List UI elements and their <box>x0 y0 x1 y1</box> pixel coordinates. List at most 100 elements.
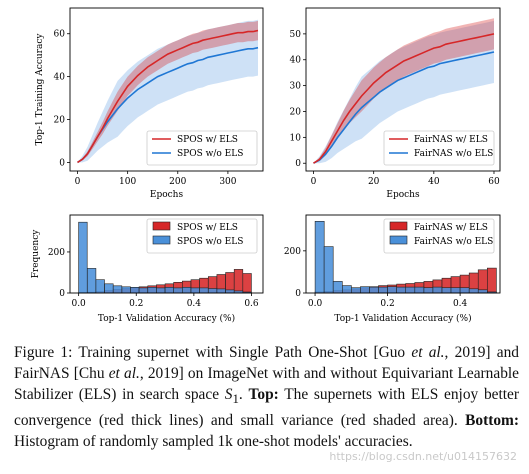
x-axis-label: Top-1 Validation Accuracy (%) <box>98 313 235 324</box>
histogram-bar <box>477 289 488 294</box>
histogram-bar <box>450 287 461 294</box>
x-tick-label: 0 <box>75 177 81 187</box>
legend: FairNAS w/ ELS FairNAS w/o ELS <box>383 218 495 254</box>
y-tick-label: 60 <box>54 30 66 40</box>
y-tick-label: 20 <box>290 107 302 117</box>
x-tick-label: 100 <box>119 177 136 187</box>
histogram-bar <box>147 286 157 294</box>
histogram-bar <box>156 287 166 294</box>
y-tick-label: 0 <box>295 289 301 299</box>
legend-box <box>383 130 495 166</box>
histogram-bar <box>341 285 352 294</box>
histogram-bar <box>216 288 226 294</box>
x-axis-label: Epochs <box>150 190 184 200</box>
caption-text-2: , 2019] and FairNAS [Chu <box>14 344 519 382</box>
legend-box <box>146 218 258 254</box>
legend-label: FairNAS w/ ELS <box>414 135 488 145</box>
histogram-bar <box>190 287 200 294</box>
y-tick-label: 20 <box>54 116 66 126</box>
caption-etal-2: et al. <box>108 365 140 382</box>
x-tick-label: 0.2 <box>129 299 143 309</box>
legend-label: FairNAS w/o ELS <box>414 149 493 159</box>
y-tick-label: 200 <box>48 248 65 258</box>
figure-caption: Figure 1: Training supernet with Single … <box>14 342 519 452</box>
caption-text-6: Histogram of randomly sampled 1k one-sho… <box>14 433 413 451</box>
legend-swatch <box>389 221 408 231</box>
histogram-bar <box>432 286 443 294</box>
x-tick-label: 0.0 <box>71 299 86 309</box>
histogram-bar <box>414 286 425 294</box>
legend-label: SPOS w/o ELS <box>177 237 243 247</box>
x-tick-label: 0.2 <box>380 299 394 309</box>
legend-label: FairNAS w/o ELS <box>414 237 493 247</box>
x-axis-label: Top-1 Validation Accuracy (%) <box>334 313 471 324</box>
axes-frame <box>69 7 264 172</box>
legend: FairNAS w/ ELS FairNAS w/o ELS <box>383 130 495 166</box>
legend-label: FairNAS w/ ELS <box>414 223 488 233</box>
series-line <box>313 33 495 164</box>
caption-text-5: The supernets with ELS enjoy better conv… <box>14 386 519 430</box>
x-tick-label: 40 <box>428 177 440 187</box>
histogram-bar <box>323 246 334 294</box>
legend-box <box>383 218 495 254</box>
histogram-bar <box>138 287 149 294</box>
axes-frame <box>305 7 501 172</box>
histogram-bar <box>314 221 325 294</box>
histogram-bar <box>242 273 252 294</box>
x-axis-label: Epochs <box>386 190 420 200</box>
x-tick-label: 0.6 <box>244 299 259 309</box>
axes-frame <box>305 214 501 294</box>
y-tick-label: 40 <box>290 56 302 66</box>
histogram-bar <box>468 288 479 294</box>
histogram-bar <box>208 288 218 294</box>
caption-label: Figure 1: <box>14 344 73 361</box>
legend-label: SPOS w/o ELS <box>177 149 243 159</box>
histogram-bar <box>164 286 175 294</box>
y-tick-label: 50 <box>290 30 302 40</box>
histogram-bar <box>441 287 452 294</box>
histogram-bar <box>378 286 388 294</box>
caption-text-4: . <box>238 386 249 403</box>
x-tick-label: 0.4 <box>187 299 202 309</box>
legend-box <box>146 130 258 166</box>
histogram-bar <box>173 287 183 294</box>
caption-space-symbol: S <box>224 386 233 403</box>
histogram-bar <box>78 221 88 294</box>
histogram-bar <box>369 286 379 294</box>
legend-label: SPOS w/ ELS <box>177 135 238 145</box>
caption-text-1: Training supernet with Single Path One-S… <box>72 344 412 361</box>
x-tick-label: 0.4 <box>453 299 468 309</box>
histogram-bar <box>405 286 416 294</box>
variance-band <box>313 18 494 164</box>
y-tick-label: 0 <box>59 289 65 299</box>
x-tick-label: 60 <box>488 177 500 187</box>
y-axis-label: Top-1 Training Accuracy <box>35 33 45 146</box>
histogram-bar <box>225 289 235 294</box>
histogram-bar <box>233 269 244 294</box>
histogram-bar <box>121 286 131 294</box>
histogram-bar <box>423 287 434 294</box>
legend: SPOS w/ ELS SPOS w/o ELS <box>146 218 258 254</box>
histogram-bar <box>486 267 497 294</box>
variance-band <box>77 19 258 163</box>
axes-frame <box>69 214 264 294</box>
x-tick-label: 200 <box>169 177 186 187</box>
variance-band <box>313 20 494 164</box>
caption-top-label: Top: <box>248 386 279 403</box>
histogram-bar <box>182 286 192 294</box>
series-line <box>77 46 259 164</box>
caption-space-sub: 1 <box>232 392 239 407</box>
variance-band <box>77 20 258 163</box>
y-tick-label: 0 <box>295 159 301 169</box>
x-tick-label: 0.0 <box>308 299 323 309</box>
x-tick-label: 300 <box>219 177 236 187</box>
spos-training-chart: 0 100 200 300 0 20 40 60 Epochs Top-1 Training Ac… <box>35 7 264 200</box>
histogram-bar <box>360 286 370 294</box>
x-tick-label: 0 <box>311 177 317 187</box>
y-tick-label: 30 <box>290 82 302 92</box>
legend-swatch <box>389 235 408 245</box>
caption-text-3: , 2019] on ImageNet with and without Equ… <box>14 365 519 403</box>
series-line <box>77 29 259 164</box>
y-tick-label: 10 <box>290 133 302 143</box>
caption-bottom-label: Bottom: <box>465 412 519 430</box>
